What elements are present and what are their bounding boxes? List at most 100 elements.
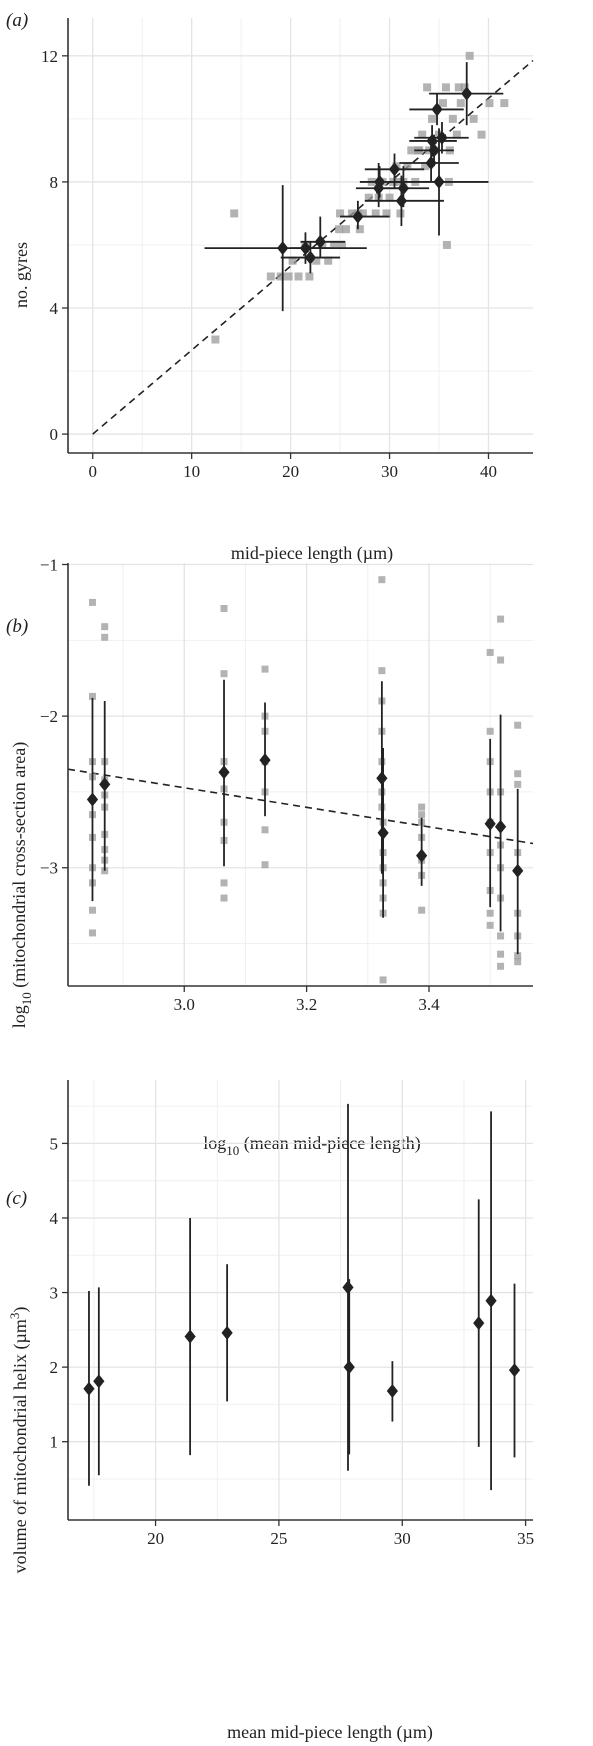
panel-a-raw-point xyxy=(338,240,347,249)
c-x-tick-label: 30 xyxy=(394,1529,411,1548)
a-y-tick-label: 12 xyxy=(41,47,58,66)
a-y-tick-label: 4 xyxy=(50,299,59,318)
panel-c-mean-point xyxy=(184,1329,196,1344)
panel-a-mean-point xyxy=(395,193,408,208)
b-y-tick-label: −1 xyxy=(40,556,58,575)
panel-b-raw-point xyxy=(486,909,494,917)
b-x-tick-label: 3.2 xyxy=(296,995,317,1014)
a-y-tick-label: 0 xyxy=(50,425,59,444)
c-y-tick-label: 3 xyxy=(50,1284,59,1303)
panel-c-mean-point xyxy=(508,1363,521,1378)
panel-a-raw-point xyxy=(276,272,285,281)
b-x-tick-label: 3.0 xyxy=(174,995,195,1014)
panel-a-raw-point xyxy=(485,99,494,108)
panel-c-y-axis-title: volume of mitochondrial helix (µm3) xyxy=(7,1307,31,1574)
panel-a-raw-point xyxy=(284,272,293,281)
panel-b-mean-point xyxy=(484,816,496,831)
panel-a-mean-point xyxy=(431,102,443,117)
a-x-tick-label: 0 xyxy=(88,462,97,481)
panel-b-y-axis-title: log10 (mitochondrial cross-section area) xyxy=(9,742,34,1028)
panel-a-raw-point xyxy=(382,209,391,218)
panel-a-mean-point xyxy=(428,143,440,158)
panel-b-mean-point xyxy=(494,819,507,834)
panel-b-mean-point xyxy=(512,863,524,878)
panel-a-raw-point xyxy=(442,240,451,249)
panel-a-raw-point xyxy=(324,256,333,265)
panel-b-raw-point xyxy=(497,962,505,970)
panel-a-mean-point xyxy=(397,181,409,196)
panel-b-raw-point xyxy=(378,667,386,675)
panel-b-raw-point xyxy=(418,811,426,819)
panel-a-raw-point xyxy=(396,209,405,218)
panel-a-raw-point xyxy=(465,51,474,60)
panel-a-raw-point xyxy=(266,272,275,281)
a-x-tick-label: 10 xyxy=(183,462,200,481)
a-x-tick-label: 20 xyxy=(282,462,299,481)
panel-a-raw-point xyxy=(441,83,450,92)
panel-a-raw-point xyxy=(355,225,364,234)
panel-a-raw-point xyxy=(403,162,412,171)
panel-b-raw-point xyxy=(418,906,426,914)
c-y-tick-label: 4 xyxy=(50,1209,59,1228)
panel-a-raw-point xyxy=(385,193,394,202)
panel-a-raw-point xyxy=(428,114,437,123)
panel-a-raw-point xyxy=(294,272,303,281)
panel-c-mean-point xyxy=(93,1374,105,1389)
panel-c-label: (c) xyxy=(6,1188,27,1209)
panel-b-raw-point xyxy=(514,952,522,960)
panel-b-raw-point xyxy=(514,958,522,966)
panel-b-raw-point xyxy=(261,665,269,673)
panel-a-raw-point xyxy=(448,114,457,123)
panel-a-raw-point xyxy=(230,209,239,218)
panel-a-means xyxy=(204,62,504,312)
panel-a-raw-point xyxy=(500,99,509,108)
panel-b-raw-point xyxy=(220,879,228,887)
panel-c-means xyxy=(83,1103,521,1491)
panel-a-raw-point xyxy=(305,272,314,281)
panel-b-raw-point xyxy=(378,576,386,584)
panel-a-raw-point xyxy=(452,130,461,139)
panel-b-raw-point xyxy=(497,950,505,958)
panel-b-mean-point xyxy=(218,765,230,780)
panel-b-raw-point xyxy=(497,932,505,940)
panel-a-raw-point xyxy=(460,83,469,92)
panel-b-raw-points xyxy=(88,576,522,984)
panel-a-raw-point xyxy=(330,240,339,249)
panel-a-mean-point xyxy=(373,181,385,196)
panel-a-raw-point xyxy=(477,130,486,139)
a-y-tick-label: 8 xyxy=(50,173,59,192)
c-x-tick-label: 35 xyxy=(517,1529,534,1548)
panel-a-raw-point xyxy=(288,256,297,265)
panel-b-raw-point xyxy=(486,921,494,929)
panel-b-raw-point xyxy=(514,780,522,788)
b-x-tick-label: 3.4 xyxy=(418,995,440,1014)
panel-c-tick-labels: 20 25 30 35 1 2 3 4 5 xyxy=(50,1134,535,1548)
panel-a-raw-point xyxy=(364,193,373,202)
panel-b: (b) 3.0 3.2 3.4 −3 −2 −1 log10 (mean mid-piec… xyxy=(6,556,534,1158)
panel-b-raw-point xyxy=(101,623,109,631)
panel-b-raw-point xyxy=(220,670,228,678)
panel-a-mean-point xyxy=(314,234,326,249)
panel-a-raw-point xyxy=(407,146,416,155)
panel-b-raw-point xyxy=(486,648,494,656)
panel-c-mean-point xyxy=(342,1280,354,1295)
panel-c-mean-point xyxy=(83,1381,95,1396)
panel-a-axes xyxy=(62,18,533,459)
panel-b-mean-point xyxy=(377,825,389,840)
panel-c-mean-point xyxy=(221,1325,233,1340)
panel-a-mean-point xyxy=(352,209,364,224)
panel-a-raw-point xyxy=(423,83,432,92)
panel-b-raw-point xyxy=(261,861,269,869)
c-y-tick-label: 1 xyxy=(50,1433,59,1452)
panel-a-raw-point xyxy=(312,256,321,265)
panel-a-raw-point xyxy=(342,225,351,234)
c-x-tick-label: 25 xyxy=(270,1529,287,1548)
panel-b-mean-point xyxy=(376,771,388,786)
panel-c-grid xyxy=(68,1080,533,1520)
panel-a-mean-point xyxy=(436,130,448,145)
panel-b-raw-point xyxy=(88,906,96,914)
panel-b-label: (b) xyxy=(6,616,28,637)
b-y-tick-label: −2 xyxy=(40,707,58,726)
panel-c-mean-point xyxy=(386,1383,398,1398)
